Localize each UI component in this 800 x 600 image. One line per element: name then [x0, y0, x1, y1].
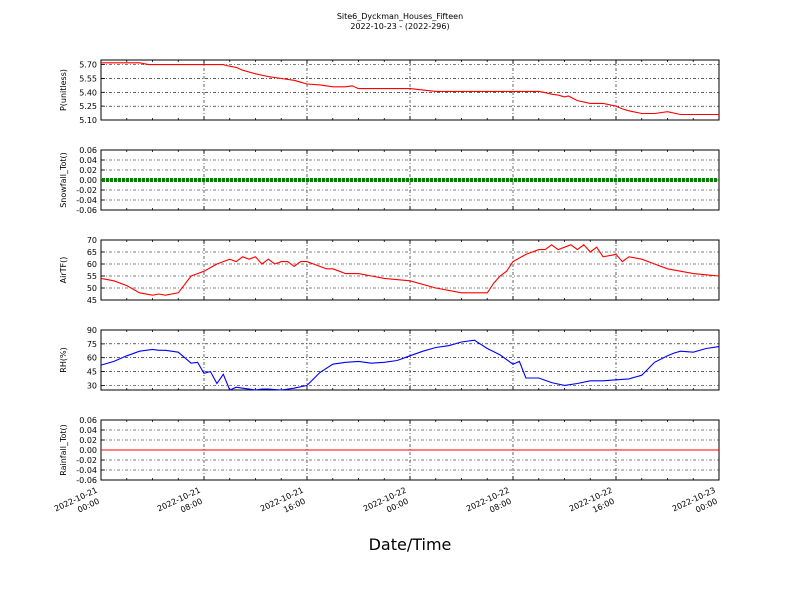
y-tick-label: -0.04 — [76, 196, 97, 205]
panel-frame — [100, 59, 720, 121]
y-tick-label: -0.04 — [76, 466, 97, 475]
y-tick-label: 5.25 — [79, 102, 97, 111]
panel-1: 5.70 5.55 5.40 5.25 5.10 P(unitless) — [59, 59, 720, 125]
panel-5: 0.060.040.020.00-0.02-0.04-0.06 Rainfall_… — [59, 416, 720, 485]
y-tick-label: 70 — [87, 236, 97, 245]
y-tick-label: 65 — [87, 248, 97, 257]
y-tick-label: 45 — [87, 368, 97, 377]
y-axis-label: P(unitless) — [59, 69, 68, 111]
y-tick-label: 50 — [87, 284, 97, 293]
y-tick-label: 0.04 — [79, 156, 97, 165]
y-tick-label: 90 — [87, 326, 97, 335]
series-line — [100, 244, 720, 296]
panel-3: 70 65 60 55 50 45 AirTF() — [59, 236, 720, 305]
y-tick-label: -0.02 — [76, 186, 97, 195]
y-tick-label: 0.06 — [79, 146, 97, 155]
y-tick-label: -0.06 — [76, 476, 97, 485]
y-tick-label: 5.70 — [79, 61, 97, 70]
y-tick-label: 45 — [87, 296, 97, 305]
y-axis-label: Snowfall_Tot() — [59, 152, 68, 208]
panel-2: 0.060.040.020.00-0.02-0.04-0.06 Snowfall_… — [59, 146, 720, 215]
panel-frame — [100, 149, 720, 211]
y-tick-label: 5.55 — [79, 74, 97, 83]
y-axis-label: RH(%) — [59, 347, 68, 372]
series-line — [100, 339, 720, 391]
y-tick-label: 55 — [87, 272, 97, 281]
y-tick-label: 60 — [87, 354, 97, 363]
chart-title: Site6_Dyckman_Houses_Fifteen — [337, 12, 463, 21]
panel-frame — [100, 329, 720, 391]
y-tick-label: -0.02 — [76, 456, 97, 465]
y-tick-label: 5.40 — [79, 88, 97, 97]
y-tick-label: 0.02 — [79, 166, 97, 175]
y-tick-label: 5.10 — [79, 116, 97, 125]
y-tick-label: 0.00 — [79, 176, 97, 185]
y-tick-label: 30 — [87, 381, 97, 390]
y-tick-label: 0.02 — [79, 436, 97, 445]
y-tick-label: 60 — [87, 260, 97, 269]
chart-subtitle: 2022-10-23 - (2022-296) — [350, 22, 449, 31]
y-tick-label: 75 — [87, 340, 97, 349]
y-tick-label: 0.04 — [79, 426, 97, 435]
y-tick-label: 0.00 — [79, 446, 97, 455]
panel-4: 90 75 60 45 30 RH(%) — [59, 326, 720, 391]
x-axis-label: Date/Time — [369, 535, 452, 554]
y-axis-label: AirTF() — [59, 257, 68, 284]
y-tick-label: 0.06 — [79, 416, 97, 425]
series-line — [101, 62, 719, 116]
chart-panels: 5.705.555.405.255.10P(unitless)0.060.040… — [59, 59, 720, 485]
y-axis-label: Rainfall_Tot() — [59, 424, 68, 476]
panel-frame — [100, 239, 720, 301]
y-tick-label: -0.06 — [76, 206, 97, 215]
